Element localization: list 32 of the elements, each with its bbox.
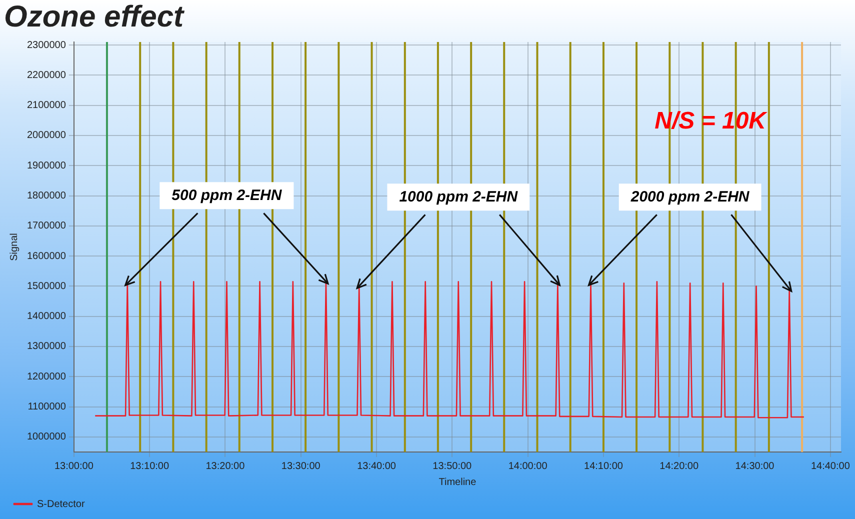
annotation: 2000 ppm 2-EHN — [630, 188, 750, 206]
x-tick-label: 13:10:00 — [130, 460, 170, 472]
y-tick-label: 1200000 — [26, 371, 66, 382]
y-tick-label: 1300000 — [26, 341, 66, 352]
y-axis-title: Signal — [8, 233, 20, 261]
x-tick-label: 14:20:00 — [660, 460, 699, 472]
y-tick-label: 2200000 — [26, 70, 66, 81]
x-tick-label: 13:20:00 — [206, 460, 246, 472]
y-tick-label: 1100000 — [28, 402, 66, 413]
y-tick-label: 2000000 — [26, 130, 66, 142]
x-axis-title: Timeline — [438, 476, 477, 488]
y-tick-label: 1600000 — [26, 250, 66, 262]
y-tick-label: 1800000 — [26, 190, 66, 202]
annotation: 1000 ppm 2-EHN — [399, 188, 519, 206]
x-tick-label: 14:00:00 — [508, 460, 548, 472]
x-tick-label: 14:10:00 — [584, 460, 624, 472]
y-tick-label: 2300000 — [26, 40, 66, 51]
y-tick-label: 1400000 — [26, 311, 66, 322]
y-tick-label: 1000000 — [26, 432, 66, 443]
y-tick-label: 1700000 — [26, 220, 66, 232]
x-tick-label: 14:40:00 — [810, 460, 850, 472]
x-tick-label: 13:40:00 — [357, 460, 396, 472]
x-tick-label: 13:00:00 — [54, 460, 94, 472]
y-tick-label: 2100000 — [26, 100, 66, 112]
y-tick-label: 1900000 — [26, 160, 66, 172]
y-tick-label: 1500000 — [26, 280, 66, 292]
annotation: 500 ppm 2-EHN — [172, 186, 283, 204]
x-tick-label: 13:50:00 — [432, 460, 472, 472]
x-tick-label: 13:30:00 — [281, 460, 321, 472]
x-tick-label: 14:30:00 — [735, 460, 775, 472]
chart-title: Ozone effect — [4, 0, 186, 34]
legend-label: S-Detector — [37, 498, 86, 510]
